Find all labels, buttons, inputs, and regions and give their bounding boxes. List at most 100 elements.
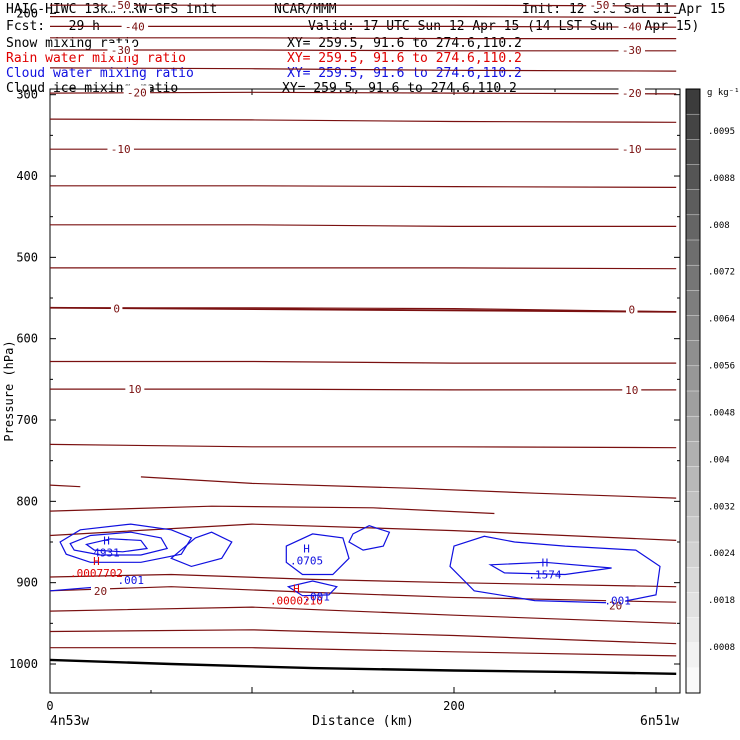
isotherm-line: [50, 224, 677, 227]
colorbar-swatch: [685, 264, 701, 292]
colorbar-swatch: [685, 516, 701, 543]
isotherm-line: [49, 443, 677, 449]
isotherm-line: [49, 67, 677, 72]
isotherm-line: [50, 267, 677, 270]
extremum-marker: H: [542, 556, 549, 569]
y-tick-label: 300: [16, 88, 38, 102]
isotherm-label-bg: [107, 42, 134, 56]
colorbar-swatch: [685, 415, 701, 443]
isotherm-line: [49, 629, 677, 645]
colorbar-label: .0008: [708, 643, 735, 653]
colorbar-swatch: [685, 315, 701, 342]
extremum-value: .1574: [528, 568, 561, 581]
colorbar-swatch: [685, 642, 701, 669]
y-tick-label: 400: [16, 169, 38, 183]
extremum-marker: H: [103, 535, 110, 548]
colorbar-swatch: [685, 365, 701, 392]
field-xy-rain: XY= 259.5, 91.6 to 274.6,110.2: [287, 51, 522, 66]
isotherm-line: [50, 388, 677, 391]
y-tick-label: 600: [16, 332, 38, 346]
isotherm-label: -20: [622, 87, 642, 100]
isotherm-label-bg: [626, 302, 638, 316]
cloud-water-contour: [170, 531, 233, 568]
cloud-water-contour: [69, 531, 169, 556]
isotherm-label-bg: [107, 0, 134, 12]
y-tick-label: 700: [16, 413, 38, 427]
extremum-marker: H: [93, 555, 100, 568]
colorbar-swatch: [685, 139, 701, 166]
colorbar-frame: [685, 88, 701, 694]
right-endpoint-label: 6n51w: [640, 714, 679, 729]
cloud-water-contour: [488, 561, 612, 576]
y-tick-label: 500: [16, 250, 38, 264]
isotherm-label-bg: [622, 382, 642, 396]
cloud-water-contour: [84, 538, 149, 553]
cloud-water-label: .001: [303, 590, 330, 603]
cloud-water-contour: [348, 525, 391, 551]
colorbar-swatch: [685, 164, 701, 191]
isotherm-label-bg: [125, 382, 145, 396]
colorbar-swatch: [685, 88, 701, 115]
isotherm-label-bg: [121, 19, 149, 33]
isotherm-label: 0: [113, 303, 120, 316]
x-tick-label: 0: [46, 699, 53, 713]
isotherm-line: [49, 606, 677, 624]
x-axis-title: Distance (km): [312, 714, 414, 729]
isotherm-line: [49, 586, 677, 603]
colorbar-swatch: [685, 541, 701, 568]
field-name-cloud-water: Cloud water mixing ratio: [6, 66, 194, 81]
field-name-snow: Snow mixing ratio: [6, 36, 140, 51]
isotherm-label-bg: [107, 142, 134, 156]
colorbar-swatch: [685, 566, 701, 594]
cloud-water-label: .001: [118, 574, 145, 587]
isotherm-label: 10: [625, 384, 638, 397]
y-tick-label: 200: [16, 6, 38, 20]
isotherm-label: -50: [590, 0, 610, 12]
colorbar-label: .008: [708, 221, 730, 231]
colorbar-swatch: [685, 189, 701, 216]
cloud-water-label: .001: [604, 595, 631, 608]
isotherm-label: 10: [128, 383, 141, 396]
isotherm-label-bg: [123, 85, 151, 99]
isotherm-line: [140, 476, 677, 499]
y-tick-label: 900: [16, 576, 38, 590]
y-axis-title: Pressure (hPa): [2, 340, 16, 441]
freezing-level-line: [49, 306, 677, 313]
colorbar-label: .0024: [708, 549, 735, 559]
colorbar-swatch: [685, 491, 701, 518]
isotherm-line: [49, 505, 495, 515]
isotherm-label: -30: [622, 44, 642, 57]
colorbar-swatch: [685, 214, 701, 241]
isotherm-line: [50, 25, 677, 28]
left-endpoint-label: 4n53w: [50, 714, 89, 729]
extremum-value: .0000210: [270, 594, 323, 607]
isotherm-line: [50, 647, 677, 657]
colorbar-swatch: [685, 113, 701, 141]
isotherm-line: [49, 573, 677, 588]
colorbar-label: .0048: [708, 408, 735, 418]
isotherm-label: -10: [622, 143, 642, 156]
isotherm-line: [49, 91, 677, 95]
isotherm-label-bg: [618, 42, 646, 56]
isotherm-label: -10: [111, 143, 131, 156]
colorbar-swatch: [685, 441, 701, 468]
isotherm-line: [50, 4, 677, 7]
cloud-water-contour: [285, 533, 350, 576]
colorbar-swatch: [685, 390, 701, 417]
colorbar-swatch: [685, 466, 701, 493]
isotherm-label: -50: [111, 0, 131, 12]
isotherm-label-bg: [586, 0, 613, 12]
extremum-marker: H: [303, 543, 310, 556]
colorbar-label: .0088: [708, 174, 735, 184]
isotherm-line: [49, 523, 677, 541]
extremum-value: .0007702: [70, 567, 123, 580]
isotherm-line: [49, 118, 677, 123]
y-tick-label: 800: [16, 494, 38, 508]
isotherm-label: -40: [622, 20, 642, 33]
isotherm-label-bg: [618, 142, 646, 156]
colorbar-label: .0095: [708, 127, 735, 137]
colorbar-swatch: [685, 340, 701, 367]
terrain-line: [49, 658, 677, 675]
colorbar-label: .0064: [708, 315, 735, 325]
cloud-water-contour: [286, 580, 338, 597]
